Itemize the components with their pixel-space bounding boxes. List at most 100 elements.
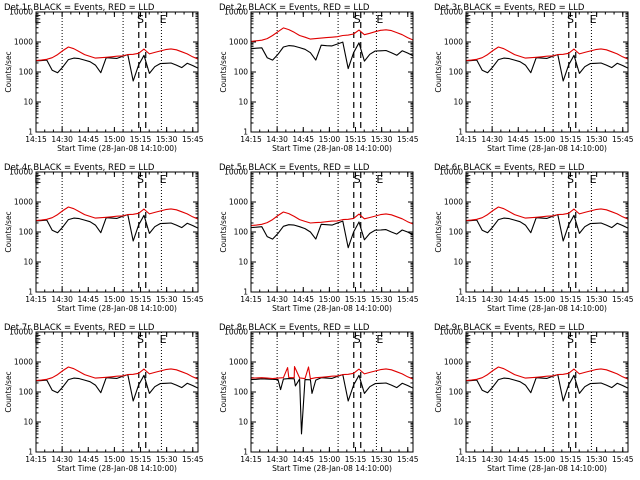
y-tick-label: 1	[458, 288, 463, 297]
x-tick-label: 15:15	[345, 455, 367, 464]
plot-frame	[250, 331, 414, 453]
x-tick-label: 15:45	[397, 455, 419, 464]
interval-marker-letter: S	[354, 173, 361, 186]
y-tick-label: 1	[243, 128, 248, 137]
x-tick-label: 15:30	[371, 295, 393, 304]
y-axis-label: Counts/sec	[219, 211, 228, 252]
panel-title: Det 8r BLACK = Events, RED = LLD	[219, 323, 370, 333]
x-tick-label: 15:00	[534, 455, 556, 464]
events-series-line	[250, 220, 414, 249]
lld-series-line	[465, 206, 629, 222]
x-tick-label: 14:45	[77, 455, 99, 464]
y-tick-label: 10000	[224, 168, 248, 177]
x-tick-label: 14:30	[51, 295, 73, 304]
x-axis-label: Start Time (28-Jan-08 14:10:00)	[57, 464, 177, 473]
interval-marker-letter: E	[34, 173, 41, 186]
panel-title: Det 3r BLACK = Events, RED = LLD	[434, 3, 585, 13]
x-tick-label: 14:45	[292, 295, 314, 304]
panel-title: Det 7r BLACK = Events, RED = LLD	[4, 323, 155, 333]
x-tick-label: 14:15	[455, 135, 477, 144]
x-tick-label: 15:15	[130, 135, 152, 144]
interval-marker-letter: S	[567, 173, 574, 186]
panel-6: Det 6r BLACK = Events, RED = LLD 1 10 100 10…	[434, 163, 634, 313]
x-tick-label: 15:00	[104, 455, 126, 464]
y-axis-label: Counts/sec	[4, 211, 13, 252]
x-tick-label: 14:30	[266, 135, 288, 144]
y-tick-label: 10000	[224, 328, 248, 337]
y-tick-label: 1	[458, 448, 463, 457]
interval-marker-letter: E	[160, 173, 167, 186]
interval-marker-letter: S	[354, 13, 361, 26]
panel-title: Det 6r BLACK = Events, RED = LLD	[434, 163, 585, 173]
plot-frame	[250, 171, 414, 293]
x-tick-label: 15:30	[586, 295, 608, 304]
plot-frame	[35, 171, 199, 293]
panel-title: Det 2r BLACK = Events, RED = LLD	[219, 3, 370, 13]
panel-1: Det 1r BLACK = Events, RED = LLD 1 10 100 10…	[4, 3, 204, 153]
x-tick-label: 15:45	[397, 295, 419, 304]
y-tick-label: 10000	[439, 168, 463, 177]
x-tick-label: 15:00	[319, 295, 341, 304]
plot-frame	[35, 331, 199, 453]
y-axis-label: Counts/sec	[219, 371, 228, 412]
x-tick-label: 15:00	[104, 295, 126, 304]
interval-marker-letter: E	[590, 173, 597, 186]
y-tick-label: 10	[238, 258, 248, 267]
y-tick-label: 10	[23, 98, 33, 107]
y-axis-label: Counts/sec	[434, 51, 443, 92]
interval-marker-letter: E	[376, 13, 383, 26]
y-tick-label: 1000	[14, 38, 33, 47]
x-tick-label: 15:30	[586, 135, 608, 144]
x-axis-label: Start Time (28-Jan-08 14:10:00)	[487, 144, 607, 153]
y-tick-label: 1000	[444, 198, 463, 207]
x-axis-label: Start Time (28-Jan-08 14:10:00)	[57, 144, 177, 153]
x-tick-label: 15:15	[345, 295, 367, 304]
y-tick-label: 100	[449, 68, 464, 77]
y-tick-label: 1000	[444, 38, 463, 47]
plot-frame	[465, 331, 629, 453]
y-tick-label: 10000	[439, 328, 463, 337]
x-tick-label: 15:00	[319, 455, 341, 464]
x-tick-label: 14:45	[292, 455, 314, 464]
x-tick-label: 15:00	[534, 135, 556, 144]
x-tick-label: 15:30	[371, 135, 393, 144]
y-tick-label: 100	[19, 228, 34, 237]
events-series-line	[250, 374, 414, 435]
panel-9: Det 9r BLACK = Events, RED = LLD 1 10 100 10…	[434, 323, 634, 473]
interval-marker-letter: S	[567, 13, 574, 26]
x-axis-label: Start Time (28-Jan-08 14:10:00)	[57, 304, 177, 313]
x-tick-label: 15:00	[319, 135, 341, 144]
x-tick-label: 14:45	[507, 135, 529, 144]
lld-series-line	[35, 366, 199, 382]
y-axis-label: Counts/sec	[434, 371, 443, 412]
interval-marker-letter: S	[354, 333, 361, 346]
y-tick-label: 10	[238, 418, 248, 427]
x-tick-label: 14:30	[266, 295, 288, 304]
lld-series-line	[465, 46, 629, 62]
y-tick-label: 10	[23, 418, 33, 427]
lld-series-line	[250, 27, 414, 42]
x-axis-label: Start Time (28-Jan-08 14:10:00)	[272, 464, 392, 473]
x-tick-label: 15:15	[560, 295, 582, 304]
y-axis-label: Counts/sec	[4, 51, 13, 92]
x-axis-label: Start Time (28-Jan-08 14:10:00)	[272, 304, 392, 313]
events-series-line	[35, 214, 199, 242]
x-tick-label: 15:30	[156, 135, 178, 144]
panel-8: Det 8r BLACK = Events, RED = LLD 1 10 100 10…	[219, 323, 419, 473]
x-tick-label: 14:15	[25, 135, 47, 144]
y-tick-label: 100	[449, 388, 464, 397]
x-tick-label: 15:00	[104, 135, 126, 144]
x-tick-label: 14:30	[481, 455, 503, 464]
x-tick-label: 14:45	[292, 135, 314, 144]
x-tick-label: 15:30	[371, 455, 393, 464]
x-tick-label: 14:45	[507, 295, 529, 304]
panel-5: Det 5r BLACK = Events, RED = LLD 1 10 100 10…	[219, 163, 419, 313]
events-series-line	[465, 214, 629, 242]
lld-series-line	[250, 211, 414, 227]
x-tick-label: 14:15	[240, 135, 262, 144]
x-tick-label: 15:30	[156, 295, 178, 304]
plot-frame	[465, 11, 629, 133]
x-axis-label: Start Time (28-Jan-08 14:10:00)	[487, 464, 607, 473]
interval-marker-letter: E	[160, 13, 167, 26]
lld-series-line	[35, 46, 199, 62]
